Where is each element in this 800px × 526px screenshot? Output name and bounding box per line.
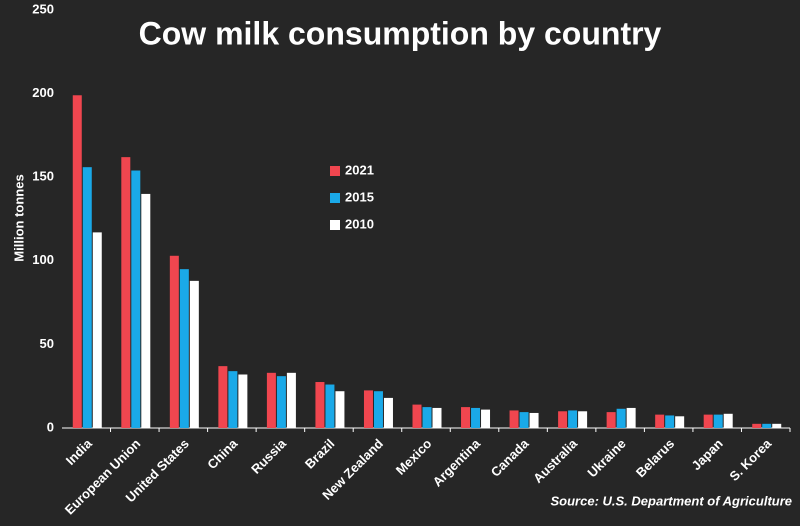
bar (286, 372, 296, 428)
bar (519, 412, 529, 428)
bar (665, 415, 675, 428)
bar (558, 411, 568, 428)
legend-swatch (330, 166, 340, 176)
bar (509, 410, 519, 428)
bar (481, 409, 491, 428)
bar (238, 374, 248, 428)
bar (772, 423, 782, 428)
bar (373, 391, 383, 428)
bar (606, 412, 616, 428)
y-tick-label: 100 (32, 252, 54, 267)
bar (266, 372, 276, 428)
bar (189, 280, 199, 428)
bar (228, 371, 238, 428)
bar (276, 376, 286, 428)
legend-label: 2021 (345, 162, 374, 177)
bar (131, 170, 141, 428)
bar (655, 414, 665, 428)
bar (325, 384, 335, 428)
y-tick-label: 200 (32, 85, 54, 100)
bar (179, 269, 189, 428)
bar (578, 411, 588, 428)
y-tick-label: 250 (32, 1, 54, 16)
bar (626, 407, 636, 428)
bar (713, 414, 723, 428)
bar (723, 413, 733, 428)
bar (529, 412, 539, 428)
bar (461, 407, 471, 428)
bar (432, 407, 442, 428)
legend-label: 2010 (345, 216, 374, 231)
source: Source: U.S. Department of Agriculture (551, 493, 793, 508)
bar (141, 193, 151, 428)
bar (169, 255, 179, 428)
y-tick-label: 0 (47, 419, 54, 434)
bar (762, 423, 772, 428)
legend-label: 2015 (345, 189, 374, 204)
bar (121, 157, 131, 429)
bar (616, 408, 626, 428)
bar (471, 407, 481, 428)
bar (363, 390, 373, 428)
bar (72, 95, 82, 428)
bar (218, 366, 228, 428)
y-tick-label: 50 (40, 336, 54, 351)
bar (422, 407, 432, 428)
bar (568, 410, 578, 428)
y-tick-label: 150 (32, 169, 54, 184)
chart-title: Cow milk consumption by country (139, 15, 662, 51)
bar (335, 391, 345, 428)
bar (752, 423, 762, 428)
y-axis-label: Million tonnes (11, 174, 26, 261)
bar (383, 397, 393, 428)
bar (315, 382, 325, 428)
bar (675, 416, 685, 428)
bar (82, 167, 92, 428)
bar (703, 414, 713, 428)
legend-swatch (330, 220, 340, 230)
bar (92, 232, 102, 428)
bar (412, 404, 422, 428)
legend-swatch (330, 193, 340, 203)
